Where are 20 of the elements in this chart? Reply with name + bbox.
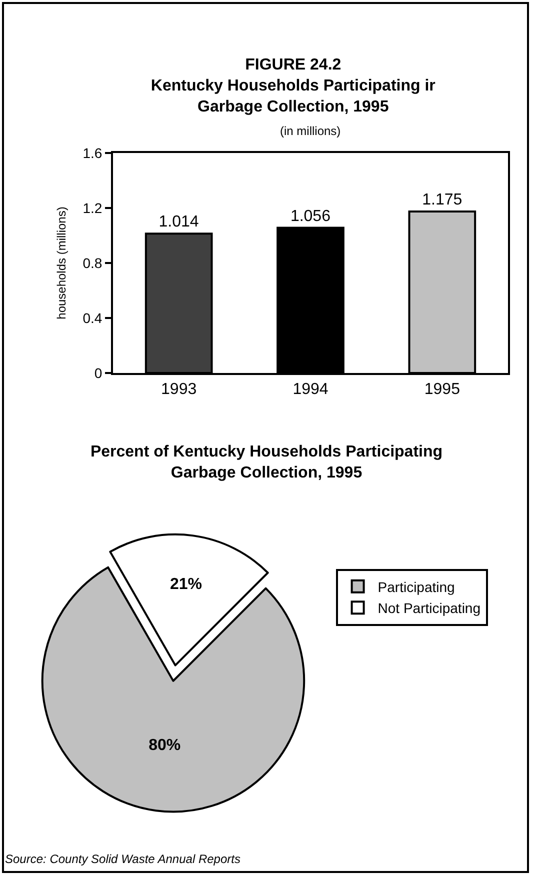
data-label: 1.056: [290, 208, 331, 225]
chart-title: FIGURE 24.2 Kentucky Households Participating ir Garbage Collection, 1995: [150, 56, 436, 116]
y-tick-label: 0.4: [82, 310, 102, 326]
data-label: 21%: [170, 576, 202, 594]
chart-title: Percent of Kentucky Households Participating Garbage Collection, 1995: [90, 444, 443, 482]
legend-label: Not Participating: [378, 600, 481, 616]
x-tick-label: 1993: [161, 381, 197, 398]
chart-subtitle: (in millions): [280, 124, 341, 138]
y-tick-label: 0: [94, 364, 102, 381]
y-tick-label: 1.2: [82, 200, 102, 216]
data-label: 1.175: [422, 191, 462, 208]
source-note: Source: County Solid Waste Annual Reports: [5, 852, 240, 866]
data-label: 1.014: [158, 214, 199, 231]
data-label: 80%: [148, 737, 181, 754]
legend-label: Participating: [378, 578, 455, 595]
x-tick-label: 1994: [292, 381, 328, 398]
y-tick-label: 1.6: [82, 144, 102, 161]
y-tick-label: 0.8: [82, 254, 102, 271]
y-axis-title: households (millions): [54, 206, 69, 320]
x-tick-label: 1995: [424, 381, 460, 398]
